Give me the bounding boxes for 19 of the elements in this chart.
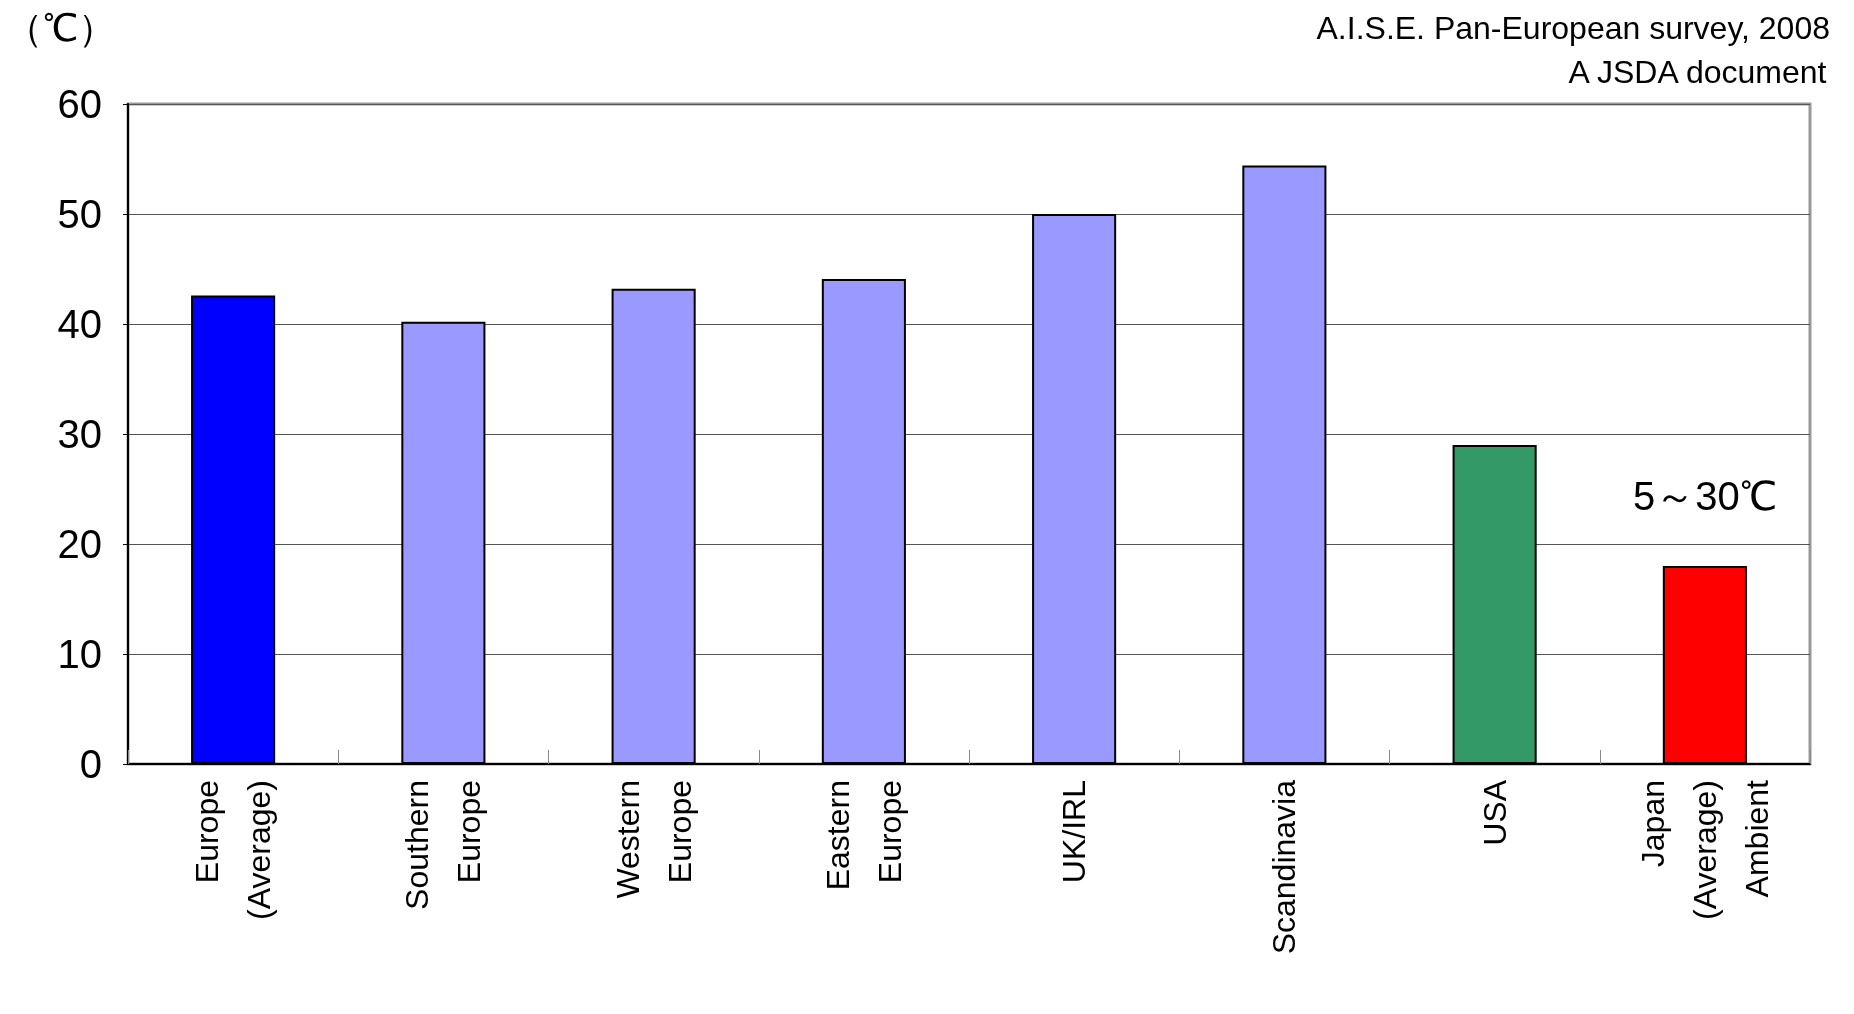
y-tick-label: 60 <box>57 82 102 126</box>
y-axis-title: （℃） <box>5 7 116 49</box>
y-tick-label: 50 <box>57 192 102 236</box>
y-tick-label: 40 <box>57 302 102 346</box>
x-tick-label: Japan (Average) Ambient <box>1634 779 1775 920</box>
x-tick-label: Scandinavia <box>1266 779 1303 955</box>
x-tick-label: Europe (Average) <box>189 780 278 920</box>
y-tick-label: 0 <box>79 742 102 786</box>
x-tick-label: Eastern Europe <box>819 780 908 891</box>
text: A JSDA document <box>1568 54 1827 90</box>
text: A.I.S.E. Pan-European survey, 2008 <box>1316 10 1830 46</box>
y-tick-label: 10 <box>57 632 102 676</box>
x-tick-label: USA <box>1476 779 1513 846</box>
y-tick-label: 30 <box>57 412 102 456</box>
x-tick-label: Southern Europe <box>399 780 488 910</box>
annotation: 5～30℃ <box>1633 474 1777 518</box>
x-tick-label: UK/IRL <box>1056 780 1093 884</box>
y-tick-label: 20 <box>57 522 102 566</box>
x-tick-label: Western Europe <box>609 780 698 899</box>
